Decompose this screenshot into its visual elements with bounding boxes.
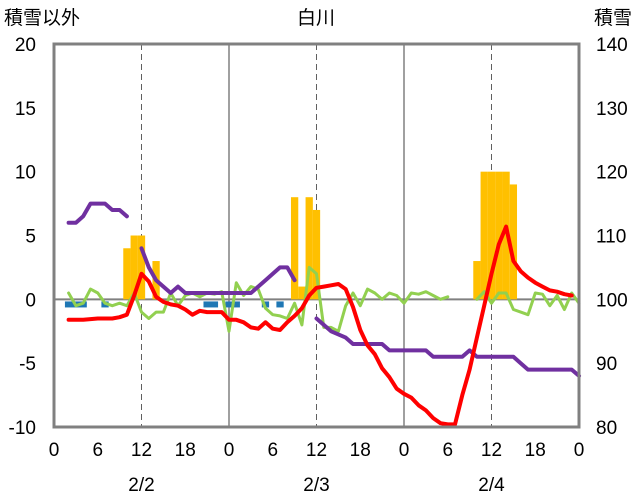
x-tick-label: 12 bbox=[131, 440, 152, 461]
line-layer bbox=[66, 201, 581, 427]
right-tick-label: 120 bbox=[596, 163, 628, 184]
x-tick-label: 18 bbox=[350, 440, 371, 461]
snow-depth-line bbox=[66, 201, 129, 225]
left-axis-title: 積雪以外 bbox=[4, 7, 80, 29]
left-tick-label: 0 bbox=[25, 290, 36, 311]
right-tick-label: 90 bbox=[596, 354, 617, 375]
precip-bar bbox=[509, 184, 518, 300]
plot-frame bbox=[52, 42, 581, 429]
left-tick-label: 5 bbox=[25, 227, 36, 248]
left-tick-label: 10 bbox=[15, 163, 36, 184]
precip-bar bbox=[137, 235, 146, 300]
x-tick-label: 12 bbox=[481, 440, 502, 461]
x-tick-label: 12 bbox=[306, 440, 327, 461]
precip-bar bbox=[487, 171, 496, 300]
x-tick-label: 6 bbox=[92, 440, 103, 461]
precip-bar bbox=[312, 209, 321, 300]
x-tick-label: 0 bbox=[399, 440, 410, 461]
x-tick-label: 6 bbox=[267, 440, 278, 461]
precip-bar bbox=[298, 286, 306, 300]
wind-line bbox=[475, 290, 581, 317]
snow-depth-line bbox=[139, 246, 297, 295]
precip-bar bbox=[305, 197, 313, 300]
right-tick-label: 100 bbox=[596, 290, 628, 311]
day-label: 2/2 bbox=[128, 475, 154, 496]
day-label: 2/4 bbox=[478, 475, 505, 496]
x-tick-label: 18 bbox=[525, 440, 546, 461]
precip-bar bbox=[473, 261, 481, 300]
right-axis-title: 積雪 bbox=[594, 7, 632, 29]
precip-bar bbox=[480, 171, 488, 300]
chart-title: 白川 bbox=[297, 7, 335, 29]
right-tick-label: 110 bbox=[596, 227, 626, 248]
right-tick-label: 80 bbox=[596, 418, 617, 439]
left-tick-label: -10 bbox=[9, 418, 36, 439]
x-tick-label: 18 bbox=[175, 440, 196, 461]
snow-depth-line bbox=[314, 316, 581, 378]
x-tick-label: 0 bbox=[224, 440, 235, 461]
day-label: 2/3 bbox=[303, 475, 329, 496]
right-tick-label: 130 bbox=[596, 99, 628, 120]
precip-bar bbox=[130, 235, 138, 300]
temperature-line bbox=[66, 224, 574, 427]
left-tick-label: 20 bbox=[15, 35, 36, 56]
precip-bar bbox=[495, 171, 503, 300]
x-tick-label: 0 bbox=[49, 440, 60, 461]
precip-bar bbox=[290, 197, 299, 300]
left-tick-label: -5 bbox=[19, 354, 36, 375]
sunshine-block bbox=[203, 301, 219, 308]
x-tick-label: 0 bbox=[574, 440, 585, 461]
x-tick-label: 6 bbox=[442, 440, 453, 461]
right-tick-label: 140 bbox=[596, 35, 628, 56]
sunshine-block bbox=[276, 301, 284, 308]
precip-bar bbox=[123, 248, 131, 300]
left-tick-label: 15 bbox=[15, 99, 36, 120]
